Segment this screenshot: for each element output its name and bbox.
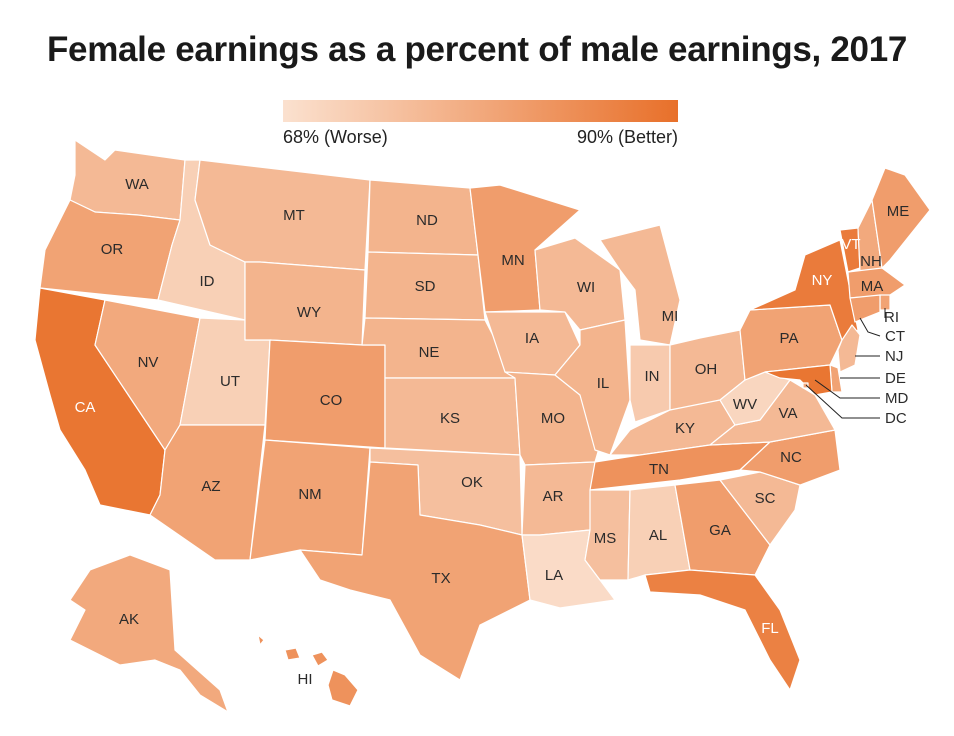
state-label-NH: NH xyxy=(860,253,882,270)
state-label-IN: IN xyxy=(645,368,660,385)
state-label-MA: MA xyxy=(861,278,884,295)
state-label-TN: TN xyxy=(649,461,669,478)
state-label-ME: ME xyxy=(887,203,910,220)
legend-min-label: 68% (Worse) xyxy=(283,127,388,147)
state-label-CT: CT xyxy=(885,328,905,345)
state-label-OH: OH xyxy=(695,361,718,378)
state-label-NM: NM xyxy=(298,486,321,503)
state-MD xyxy=(764,364,833,396)
map-title: Female earnings as a percent of male ear… xyxy=(46,30,908,69)
state-label-NC: NC xyxy=(780,449,802,466)
state-MA xyxy=(847,267,906,299)
state-FL xyxy=(644,569,801,691)
state-HI xyxy=(257,634,359,707)
state-label-AZ: AZ xyxy=(201,478,220,495)
state-IL xyxy=(554,319,631,456)
state-label-SC: SC xyxy=(755,490,776,507)
state-label-NY: NY xyxy=(812,272,833,289)
state-label-MS: MS xyxy=(594,530,617,547)
state-label-AK: AK xyxy=(119,611,139,628)
state-SC xyxy=(719,471,801,546)
state-label-LA: LA xyxy=(545,567,563,584)
callout-line-CT xyxy=(859,317,881,337)
state-label-DE: DE xyxy=(885,370,906,387)
state-label-MI: MI xyxy=(662,308,679,325)
state-MI xyxy=(599,224,681,346)
state-label-MT: MT xyxy=(283,207,305,224)
state-label-VT: VT xyxy=(841,236,860,253)
state-label-CO: CO xyxy=(320,392,343,409)
state-label-AL: AL xyxy=(649,527,667,544)
state-label-KY: KY xyxy=(675,420,695,437)
state-label-PA: PA xyxy=(780,330,799,347)
state-label-WY: WY xyxy=(297,304,321,321)
state-label-CA: CA xyxy=(75,399,96,416)
state-label-TX: TX xyxy=(431,570,450,587)
state-label-WA: WA xyxy=(125,176,149,193)
state-label-UT: UT xyxy=(220,373,240,390)
state-WY xyxy=(244,261,366,346)
state-label-NJ: NJ xyxy=(885,348,903,365)
state-label-MN: MN xyxy=(501,252,524,269)
callout-line-MD xyxy=(814,379,880,399)
state-TX xyxy=(299,461,531,681)
state-label-ND: ND xyxy=(416,212,438,229)
state-GA xyxy=(674,479,771,576)
state-label-RI: RI xyxy=(884,309,899,326)
state-label-DC: DC xyxy=(885,410,907,427)
state-label-WI: WI xyxy=(577,279,595,296)
state-label-AR: AR xyxy=(543,488,564,505)
state-RI xyxy=(879,294,891,311)
state-label-OR: OR xyxy=(101,241,124,258)
state-label-FL: FL xyxy=(761,620,779,637)
state-label-OK: OK xyxy=(461,474,483,491)
state-label-GA: GA xyxy=(709,522,731,539)
state-label-IL: IL xyxy=(597,375,610,392)
state-label-NE: NE xyxy=(419,344,440,361)
state-label-KS: KS xyxy=(440,410,460,427)
callout-line-DC xyxy=(805,384,880,419)
state-AK xyxy=(69,554,229,713)
state-label-WV: WV xyxy=(733,396,757,413)
state-label-MO: MO xyxy=(541,410,565,427)
state-label-IA: IA xyxy=(525,330,539,347)
state-NJ xyxy=(837,324,861,373)
state-label-MD: MD xyxy=(885,390,908,407)
state-label-SD: SD xyxy=(415,278,436,295)
state-AZ xyxy=(149,424,266,561)
state-CT xyxy=(849,294,881,323)
state-DC xyxy=(802,382,809,389)
state-label-VA: VA xyxy=(779,405,798,422)
state-label-HI: HI xyxy=(298,671,313,688)
legend-max-label: 90% (Better) xyxy=(576,127,678,147)
state-label-NV: NV xyxy=(138,354,159,371)
state-IN xyxy=(629,344,671,423)
color-scale-bar xyxy=(283,100,678,122)
state-label-ID: ID xyxy=(200,273,215,290)
